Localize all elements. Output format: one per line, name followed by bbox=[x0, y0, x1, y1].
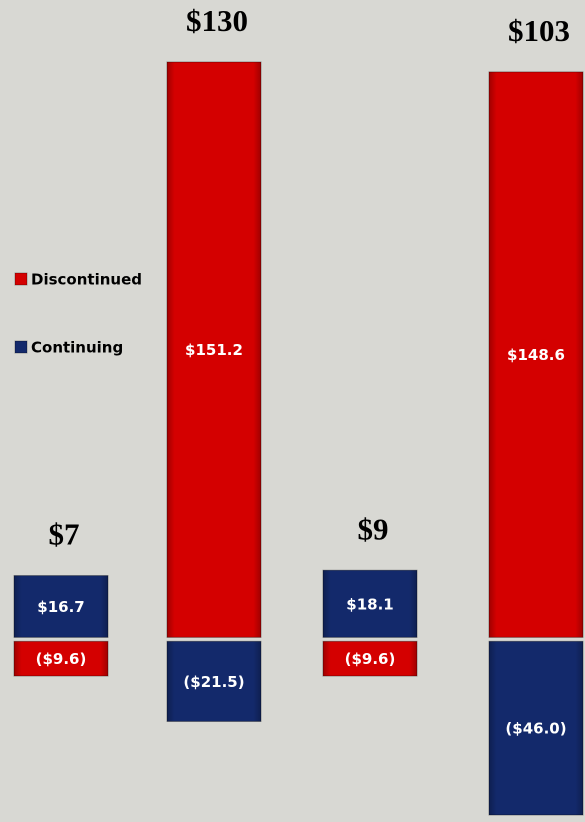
bar-shade bbox=[167, 62, 261, 638]
value-label: $16.7 bbox=[37, 598, 84, 616]
value-label: $18.1 bbox=[346, 595, 393, 613]
total-label: $7 bbox=[49, 517, 80, 552]
value-label: ($46.0) bbox=[505, 720, 566, 738]
bar-shade bbox=[167, 641, 261, 722]
value-label: $148.6 bbox=[507, 346, 565, 364]
legend-swatch bbox=[14, 272, 28, 286]
total-label: $130 bbox=[186, 3, 248, 38]
value-label: $151.2 bbox=[185, 341, 243, 359]
bar-shade bbox=[14, 575, 108, 638]
bar-shade bbox=[14, 641, 108, 677]
legend-label: Continuing bbox=[31, 339, 123, 357]
value-label: ($9.6) bbox=[36, 650, 87, 668]
total-label: $103 bbox=[508, 13, 570, 48]
total-label: $9 bbox=[358, 511, 389, 546]
bar-shade bbox=[489, 71, 583, 638]
bar-shade bbox=[323, 641, 417, 677]
bar-shade bbox=[489, 641, 583, 815]
bar-shade bbox=[323, 570, 417, 638]
value-label: ($21.5) bbox=[183, 673, 244, 691]
legend-label: Discontinued bbox=[31, 271, 142, 289]
value-label: ($9.6) bbox=[345, 650, 396, 668]
legend-swatch bbox=[14, 340, 28, 354]
